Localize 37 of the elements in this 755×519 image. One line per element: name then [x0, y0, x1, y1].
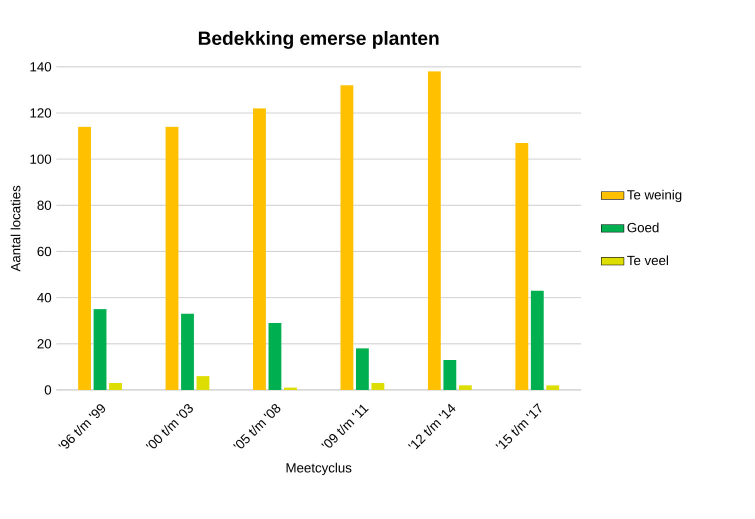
y-tick-label: 0 — [44, 385, 52, 395]
x-tick-label: '15 t/m '17 — [495, 403, 542, 450]
x-tick-label: '09 t/m '11 — [321, 404, 369, 448]
bar — [340, 85, 354, 390]
legend-label: Te weinig — [627, 190, 682, 202]
bar — [443, 360, 456, 390]
bar — [94, 309, 106, 390]
bar — [371, 383, 384, 390]
y-tick-label: 20 — [38, 339, 52, 348]
x-tick-label: '05 t/m '08 — [233, 404, 280, 448]
y-tick-label: 140 — [30, 62, 52, 72]
bar — [196, 376, 210, 390]
x-tick-label: '00 t/m '03 — [146, 404, 193, 448]
bar — [109, 383, 122, 390]
bar — [356, 348, 369, 390]
bar — [166, 126, 178, 390]
bar — [268, 322, 282, 390]
legend-label: Te veel — [627, 255, 668, 266]
y-tick-label: 120 — [30, 108, 52, 118]
bar — [530, 290, 544, 390]
y-tick-label: 100 — [30, 154, 52, 164]
bar — [181, 314, 194, 390]
y-tick-label: 60 — [38, 246, 52, 256]
bar — [458, 385, 472, 390]
y-tick-label: 80 — [37, 200, 52, 210]
bar — [253, 108, 266, 390]
bar — [546, 385, 560, 390]
x-tick-label: '12 t/m '14 — [408, 404, 456, 450]
y-tick-label: 40 — [37, 292, 52, 302]
bar — [515, 142, 528, 390]
x-tick-label: '96 t/m '99 — [58, 404, 106, 448]
x-axis-title: Meetcyclus — [286, 462, 352, 476]
bar — [78, 126, 91, 390]
bar — [428, 71, 441, 390]
chart-title: Bedekking emerse planten — [198, 30, 438, 49]
legend-label: Goed — [628, 222, 658, 232]
y-axis-title: Aantal locaties — [10, 186, 20, 272]
